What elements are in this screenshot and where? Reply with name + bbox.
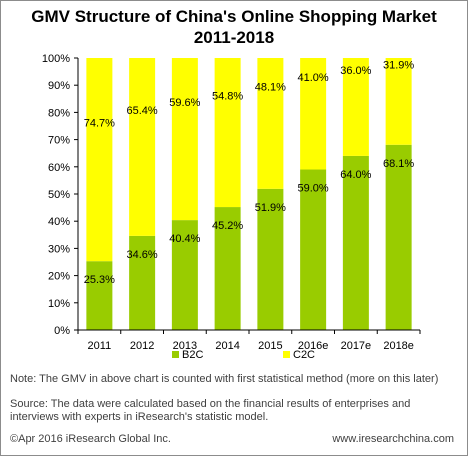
- bar-c2c-2017e: [342, 58, 369, 156]
- bar-c2c-2012: [129, 58, 156, 236]
- footer-website: www.iresearchchina.com: [332, 433, 454, 445]
- bar-b2c-2017e: [342, 155, 369, 330]
- data-label: 59.0%: [298, 183, 329, 195]
- x-tick-label: 2012: [130, 340, 154, 352]
- x-tick-label: 2014: [215, 340, 239, 352]
- data-label: 74.7%: [84, 118, 115, 130]
- data-label: 45.2%: [212, 220, 243, 232]
- bar-b2c-2013: [171, 220, 198, 330]
- bar-b2c-2015: [257, 188, 284, 330]
- y-tick-label: 20%: [48, 271, 70, 283]
- data-label: 51.9%: [255, 202, 286, 214]
- bar-b2c-2012: [129, 235, 156, 330]
- x-tick-label: 2018e: [383, 340, 414, 352]
- data-label: 54.8%: [212, 91, 243, 103]
- data-label: 65.4%: [127, 105, 158, 117]
- legend-label-c2c: C2C: [293, 349, 315, 361]
- y-tick-label: 100%: [42, 53, 70, 65]
- footer-copyright: ©Apr 2016 iResearch Global Inc.: [10, 433, 171, 445]
- y-tick-label: 90%: [48, 80, 70, 92]
- y-tick-label: 80%: [48, 107, 70, 119]
- data-label: 68.1%: [383, 158, 414, 170]
- bar-c2c-2016e: [300, 58, 327, 170]
- bar-c2c-2011: [86, 58, 113, 262]
- bar-b2c-2018e: [385, 144, 412, 330]
- y-tick-label: 0%: [54, 325, 70, 337]
- data-label: 64.0%: [340, 169, 371, 181]
- x-tick-label: 2017e: [341, 340, 372, 352]
- data-label: 25.3%: [84, 274, 115, 286]
- x-tick-label: 2011: [88, 340, 112, 352]
- legend-label-b2c: B2C: [182, 349, 203, 361]
- legend-swatch-c2c: [283, 351, 290, 358]
- chart-source: Source: The data were calculated based o…: [10, 398, 411, 423]
- bar-c2c-2014: [214, 58, 241, 208]
- x-tick-label: 2013: [173, 340, 197, 352]
- chart-note: Note: The GMV in above chart is counted …: [10, 373, 439, 385]
- legend-swatch-b2c: [172, 351, 179, 358]
- data-label: 41.0%: [298, 72, 329, 84]
- y-tick-label: 60%: [48, 162, 70, 174]
- data-label: 31.9%: [383, 59, 414, 71]
- data-label: 36.0%: [340, 65, 371, 77]
- bar-c2c-2013: [171, 58, 198, 221]
- y-tick-label: 30%: [48, 243, 70, 255]
- y-tick-label: 50%: [48, 189, 70, 201]
- chart-title-line-1: GMV Structure of China's Online Shopping…: [31, 7, 437, 26]
- data-label: 59.6%: [169, 97, 200, 109]
- data-label: 34.6%: [127, 249, 158, 261]
- y-tick-label: 70%: [48, 135, 70, 147]
- bar-b2c-2016e: [300, 169, 327, 330]
- x-tick-label: 2015: [258, 340, 282, 352]
- bar-c2c-2018e: [385, 58, 412, 145]
- data-label: 40.4%: [169, 233, 200, 245]
- bar-b2c-2011: [86, 261, 113, 330]
- bar-b2c-2014: [214, 207, 241, 330]
- x-tick-label: 2016e: [298, 340, 329, 352]
- y-tick-label: 10%: [48, 298, 70, 310]
- chart-title: GMV Structure of China's Online Shopping…: [0, 6, 468, 48]
- y-tick-label: 40%: [48, 216, 70, 228]
- data-label: 48.1%: [255, 81, 286, 93]
- chart-title-line-2: 2011-2018: [193, 28, 275, 47]
- bar-c2c-2015: [257, 58, 284, 189]
